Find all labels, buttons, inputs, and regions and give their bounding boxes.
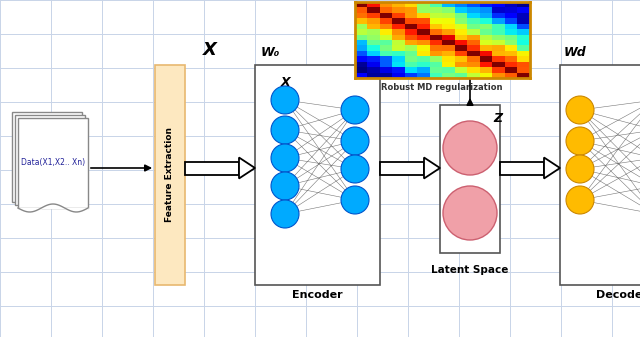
Circle shape bbox=[341, 186, 369, 214]
Circle shape bbox=[341, 127, 369, 155]
Circle shape bbox=[271, 144, 299, 172]
Circle shape bbox=[271, 116, 299, 144]
Circle shape bbox=[341, 155, 369, 183]
Text: X: X bbox=[280, 75, 290, 89]
Circle shape bbox=[566, 186, 594, 214]
Text: W₀: W₀ bbox=[260, 45, 280, 59]
Bar bbox=[380, 161, 424, 175]
FancyBboxPatch shape bbox=[155, 65, 185, 285]
Circle shape bbox=[566, 96, 594, 124]
Text: Latent Space: Latent Space bbox=[431, 265, 509, 275]
Text: X: X bbox=[203, 41, 217, 59]
Bar bbox=[185, 161, 239, 175]
FancyBboxPatch shape bbox=[12, 112, 82, 202]
Text: Encoder: Encoder bbox=[292, 290, 342, 300]
Text: Data(X1,X2.. Xn): Data(X1,X2.. Xn) bbox=[21, 158, 85, 167]
Circle shape bbox=[566, 127, 594, 155]
FancyBboxPatch shape bbox=[15, 115, 85, 205]
Polygon shape bbox=[424, 157, 440, 179]
Circle shape bbox=[271, 200, 299, 228]
Text: Feature Extraction: Feature Extraction bbox=[166, 127, 175, 222]
Circle shape bbox=[566, 155, 594, 183]
Circle shape bbox=[271, 172, 299, 200]
Circle shape bbox=[271, 86, 299, 114]
Text: Z: Z bbox=[493, 112, 502, 124]
Text: Decoder: Decoder bbox=[596, 290, 640, 300]
Text: Wd: Wd bbox=[564, 45, 586, 59]
Polygon shape bbox=[544, 157, 560, 179]
Polygon shape bbox=[239, 157, 255, 179]
Circle shape bbox=[341, 96, 369, 124]
Bar bbox=[500, 161, 544, 175]
Circle shape bbox=[443, 186, 497, 240]
FancyBboxPatch shape bbox=[18, 118, 88, 208]
Circle shape bbox=[443, 121, 497, 175]
Text: Robust MD regularization: Robust MD regularization bbox=[381, 84, 503, 92]
FancyBboxPatch shape bbox=[560, 65, 640, 285]
FancyBboxPatch shape bbox=[440, 105, 500, 253]
FancyBboxPatch shape bbox=[255, 65, 380, 285]
